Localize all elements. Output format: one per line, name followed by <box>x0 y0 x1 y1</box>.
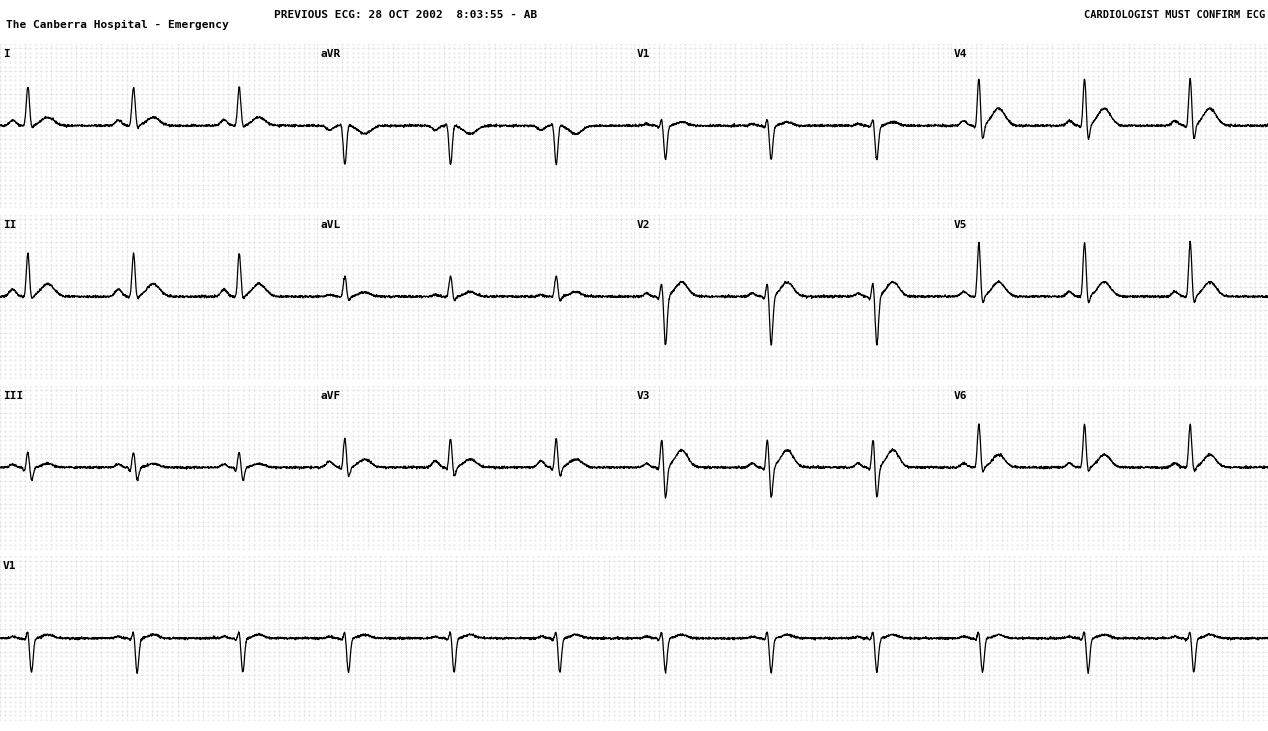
Text: CARDIOLOGIST MUST CONFIRM ECG: CARDIOLOGIST MUST CONFIRM ECG <box>1084 10 1265 20</box>
Text: V1: V1 <box>637 49 650 58</box>
Text: aVL: aVL <box>320 219 340 230</box>
Text: II: II <box>3 219 16 230</box>
Text: V2: V2 <box>637 219 650 230</box>
Text: V5: V5 <box>954 219 967 230</box>
Text: The Canberra Hospital - Emergency: The Canberra Hospital - Emergency <box>6 20 230 31</box>
Text: aVF: aVF <box>320 390 340 401</box>
Text: PREVIOUS ECG: 28 OCT 2002  8:03:55 - AB: PREVIOUS ECG: 28 OCT 2002 8:03:55 - AB <box>274 10 538 20</box>
Text: V6: V6 <box>954 390 967 401</box>
Text: V4: V4 <box>954 49 967 58</box>
Text: V3: V3 <box>637 390 650 401</box>
Text: III: III <box>3 390 23 401</box>
Text: V1: V1 <box>3 561 16 572</box>
Text: aVR: aVR <box>320 49 340 58</box>
Text: I: I <box>3 49 10 58</box>
